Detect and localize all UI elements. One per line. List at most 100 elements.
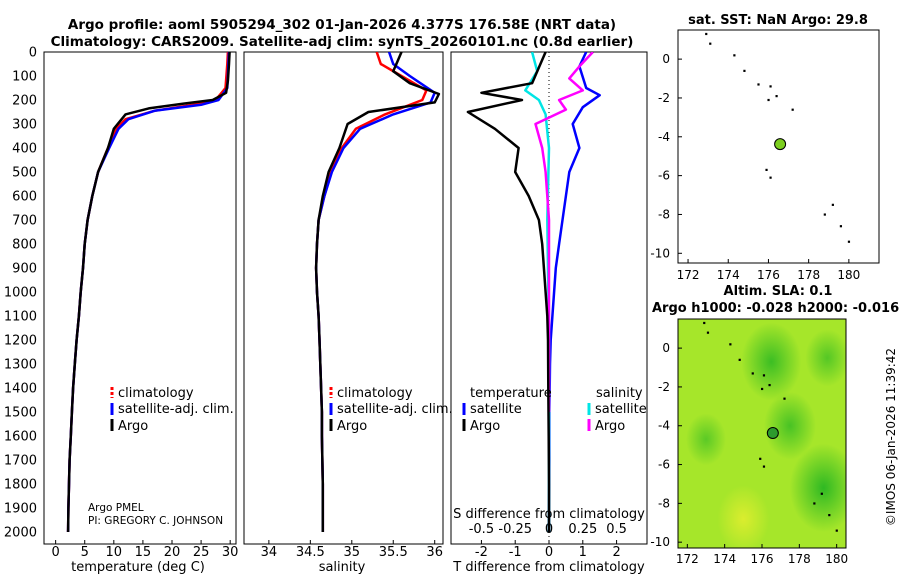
sst-map-tick-labels: 172 174 176 178 180 0 -2 -4 -6 -8 -10	[650, 52, 860, 282]
top-tick-label: -0.5	[469, 522, 494, 537]
temperature-axes-frame	[43, 51, 237, 545]
depth-tick-label: 0	[29, 46, 37, 61]
series-line-argo	[66, 52, 231, 533]
map-lon-label: 180	[837, 268, 860, 282]
island-dot	[835, 529, 838, 532]
sla-map-title: Altim. SLA: 0.1	[724, 284, 833, 299]
island-dot	[733, 54, 736, 57]
island-dot	[839, 225, 843, 228]
legend-argo-label: Argo	[118, 419, 148, 434]
sla-heatmap	[678, 319, 846, 548]
map-lat-label: 0	[662, 52, 670, 66]
top-tick-label: -0.25	[498, 522, 532, 537]
map-lat-label: 0	[662, 341, 670, 355]
island-dot	[761, 387, 764, 391]
x-tick-label: 0	[545, 545, 553, 560]
sst-map-panel: sat. SST: NaN Argo: 29.8 172 174 176 178 180…	[650, 13, 880, 282]
island-dot	[705, 32, 708, 36]
temperature-difference-tick-labels: -2 -1 0 1 2	[475, 540, 621, 560]
island-dot	[820, 492, 823, 495]
island-dot	[769, 176, 772, 179]
depth-tick-label: 1900	[4, 502, 37, 517]
legend-temp-argo-label: Argo	[470, 419, 500, 434]
x-tick-label: 30	[222, 545, 239, 560]
island-dot	[767, 98, 770, 102]
legend-sal-satellite-label: satellite	[595, 402, 647, 417]
salinity-tick-labels: 34 34.5 35 35.5 36	[261, 540, 443, 560]
legend-satellite-label: satellite-adj. clim.	[337, 402, 453, 417]
pi-credit: PI: GREGORY C. JOHNSON	[88, 515, 223, 527]
sla-anomaly-blob	[717, 485, 770, 548]
map-lon-label: 176	[757, 268, 780, 282]
salinity-difference-label: S difference from climatology	[453, 507, 645, 522]
island-dot	[765, 168, 768, 171]
island-dot	[813, 502, 816, 505]
legend-sal-argo-label: Argo	[595, 419, 625, 434]
depth-tick-label: 1300	[4, 358, 37, 373]
depth-tick-label: 400	[12, 142, 37, 157]
temperature-legend: climatology satellite-adj. clim. Argo	[110, 386, 234, 434]
float-position-marker	[766, 427, 779, 440]
x-tick-label: 2	[612, 545, 620, 560]
island-dot	[757, 83, 760, 86]
island-dot	[762, 374, 766, 377]
map-lon-label: 174	[713, 552, 736, 566]
sla-map-subtitle: Argo h1000: -0.028 h2000: -0.016	[652, 301, 899, 316]
map-lat-label: -8	[658, 496, 670, 510]
island-dot	[768, 383, 771, 387]
depth-tick-label: 1700	[4, 454, 37, 469]
depth-tick-label: 100	[12, 70, 37, 85]
difference-panel: -2 -1 0 1 2 -0.5 -0.25 0 0.25 0.5 S difference f…	[450, 51, 648, 575]
sla-map-tick-labels: 172 174 176 178 180 0 -2 -4 -6 -8 -10	[650, 341, 848, 566]
series-line-argo	[314, 52, 441, 532]
map-lat-label: -2	[658, 91, 670, 105]
depth-tick-label: 200	[12, 94, 37, 109]
x-tick-label: 35.5	[379, 545, 408, 560]
depth-tick-label: 1400	[4, 382, 37, 397]
series-line-temperature-argo	[466, 52, 551, 532]
depth-tick-label: 600	[12, 190, 37, 205]
salinity-axes-frame	[243, 51, 444, 545]
temperature-series-lines	[66, 52, 231, 533]
salinity-legend: climatology satellite-adj. clim. Argo	[329, 386, 453, 434]
island-dot	[759, 457, 762, 460]
x-tick-label: -1	[509, 545, 522, 560]
legend-temperature-title: temperature	[470, 386, 552, 401]
legend-climatology-label: climatology	[118, 386, 194, 401]
temperature-profile-panel: 0100200300400500600700800900100011001200…	[4, 46, 239, 576]
depth-tick-label: 1800	[4, 478, 37, 493]
depth-tick-label: 1200	[4, 334, 37, 349]
x-tick-label: 34	[261, 545, 278, 560]
map-lat-label: -2	[658, 380, 670, 394]
figure-title-line1: Argo profile: aoml 5905294_302 01-Jan-20…	[68, 17, 616, 33]
map-lon-label: 178	[797, 268, 820, 282]
island-dot	[823, 213, 826, 216]
x-tick-label: 20	[164, 545, 181, 560]
temperature-tick-labels: 0 5 10 15 20 25 30	[51, 540, 238, 560]
island-dot	[828, 514, 831, 517]
map-lat-label: -4	[658, 130, 670, 144]
x-tick-label: 10	[106, 545, 123, 560]
sla-anomaly-blob	[805, 329, 846, 387]
island-dot	[703, 321, 706, 325]
top-tick-label: 0.5	[606, 522, 627, 537]
argo-credit: Argo PMEL	[88, 502, 144, 514]
island-dot	[706, 331, 710, 334]
legend-temp-satellite-label: satellite	[470, 402, 522, 417]
salinity-series-lines	[314, 52, 441, 532]
imos-timestamp: ©IMOS 06-Jan-2026 11:39:42	[884, 348, 898, 526]
x-tick-label: 5	[81, 545, 89, 560]
map-lon-label: 174	[717, 268, 740, 282]
x-tick-label: 1	[579, 545, 587, 560]
sla-anomaly-blob	[764, 391, 816, 460]
map-lon-label: 180	[825, 552, 848, 566]
island-dot	[791, 108, 794, 111]
island-dot	[751, 372, 754, 375]
map-lat-label: -10	[650, 246, 670, 260]
temperature-difference-label: T difference from climatology	[452, 560, 645, 575]
legend-argo-label: Argo	[337, 419, 367, 434]
map-lat-label: -6	[658, 458, 670, 472]
island-dot	[729, 343, 732, 346]
depth-tick-label: 1000	[4, 286, 37, 301]
x-tick-label: 15	[135, 545, 152, 560]
